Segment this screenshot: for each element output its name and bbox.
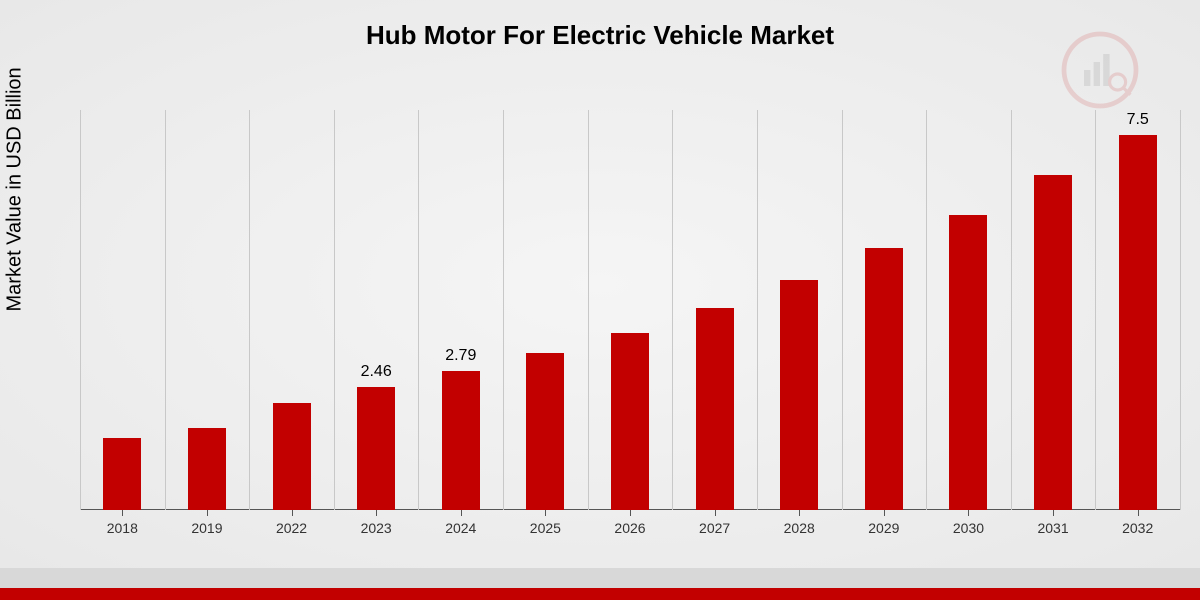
gridline xyxy=(842,110,843,510)
footer-gray-bar xyxy=(0,568,1200,588)
x-tick xyxy=(376,510,377,516)
gridline xyxy=(418,110,419,510)
x-tick xyxy=(545,510,546,516)
bar-value-label: 2.46 xyxy=(361,363,392,381)
x-tick-label: 2026 xyxy=(614,520,645,536)
x-tick xyxy=(968,510,969,516)
bar xyxy=(442,371,480,511)
bar xyxy=(780,280,818,510)
gridline xyxy=(672,110,673,510)
gridline xyxy=(80,110,81,510)
x-tick-label: 2019 xyxy=(191,520,222,536)
x-tick-label: 2024 xyxy=(445,520,476,536)
x-tick xyxy=(799,510,800,516)
x-tick-label: 2030 xyxy=(953,520,984,536)
bar-value-label: 7.5 xyxy=(1127,111,1149,129)
x-tick-label: 2018 xyxy=(107,520,138,536)
x-tick-label: 2031 xyxy=(1037,520,1068,536)
x-tick xyxy=(1053,510,1054,516)
x-tick xyxy=(461,510,462,516)
x-tick-label: 2022 xyxy=(276,520,307,536)
gridline xyxy=(588,110,589,510)
x-tick xyxy=(292,510,293,516)
watermark-logo xyxy=(1060,30,1140,110)
bar xyxy=(949,215,987,510)
bar xyxy=(865,248,903,511)
x-tick xyxy=(630,510,631,516)
bar xyxy=(1034,175,1072,510)
x-tick-label: 2028 xyxy=(784,520,815,536)
x-tick xyxy=(715,510,716,516)
bar xyxy=(611,333,649,511)
gridline xyxy=(249,110,250,510)
x-tick-label: 2029 xyxy=(868,520,899,536)
chart-title: Hub Motor For Electric Vehicle Market xyxy=(0,20,1200,51)
bar xyxy=(696,308,734,511)
gridline xyxy=(1011,110,1012,510)
bar xyxy=(526,353,564,511)
gridline xyxy=(757,110,758,510)
gridline xyxy=(926,110,927,510)
plot-area: 2.46 2.79 7.5 xyxy=(80,110,1180,510)
x-tick-label: 2025 xyxy=(530,520,561,536)
gridline xyxy=(503,110,504,510)
x-tick xyxy=(1138,510,1139,516)
bar xyxy=(188,428,226,511)
gridline xyxy=(165,110,166,510)
y-axis-label: Market Value in USD Billion xyxy=(4,67,27,311)
bar xyxy=(103,438,141,511)
x-tick xyxy=(207,510,208,516)
bar-value-label: 2.79 xyxy=(445,347,476,365)
x-tick xyxy=(884,510,885,516)
chart-container: Hub Motor For Electric Vehicle Market Ma… xyxy=(0,0,1200,568)
bar xyxy=(1119,135,1157,510)
x-tick-label: 2023 xyxy=(361,520,392,536)
gridline xyxy=(334,110,335,510)
gridline xyxy=(1095,110,1096,510)
bar xyxy=(273,403,311,511)
x-tick-label: 2032 xyxy=(1122,520,1153,536)
footer-red-bar xyxy=(0,588,1200,600)
x-tick-label: 2027 xyxy=(699,520,730,536)
gridline xyxy=(1180,110,1181,510)
x-tick xyxy=(122,510,123,516)
bar xyxy=(357,387,395,510)
